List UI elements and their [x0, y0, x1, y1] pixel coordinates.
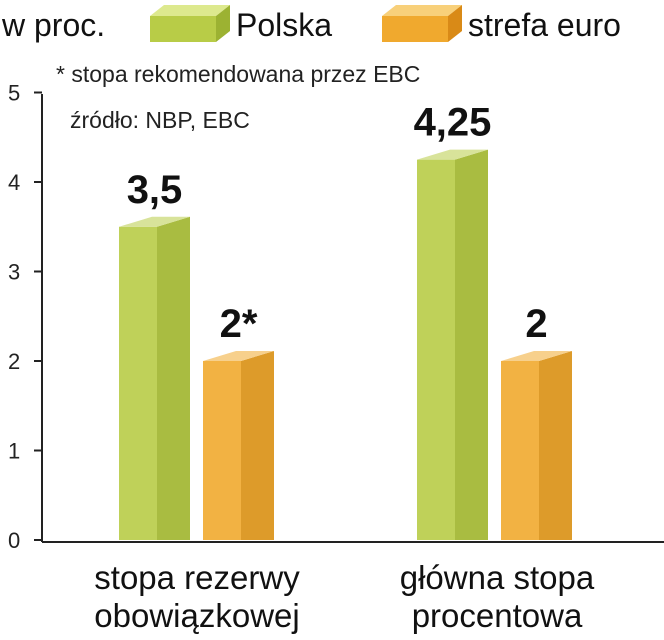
- value-label: 2: [525, 302, 547, 346]
- bar: [501, 351, 572, 540]
- bar-top: [417, 149, 488, 160]
- y-tick-label: 4: [8, 170, 20, 195]
- bar-top: [501, 351, 572, 361]
- y-tick-label: 0: [8, 528, 20, 553]
- category-label: obowiązkowej: [94, 597, 299, 634]
- bar: [119, 216, 190, 540]
- bar-front: [119, 226, 157, 540]
- category-label: stopa rezerwy: [94, 559, 300, 596]
- category-label: procentowa: [412, 597, 583, 634]
- legend-swatch-polska: [150, 5, 230, 42]
- bar: [203, 351, 274, 540]
- bar-side: [241, 351, 274, 540]
- y-tick-label: 1: [8, 439, 20, 464]
- source-note: źródło: NBP, EBC: [70, 107, 250, 133]
- value-label: 3,5: [127, 168, 183, 212]
- y-tick-label: 2: [8, 349, 20, 374]
- y-tick-label: 3: [8, 260, 20, 285]
- value-label: 4,25: [414, 101, 492, 145]
- bar-side: [539, 351, 572, 540]
- footnote: * stopa rekomendowana przez EBC: [56, 61, 420, 87]
- bar-front: [203, 361, 241, 540]
- unit-label: w proc.: [1, 7, 105, 43]
- legend-swatch-strefa-euro: [382, 5, 462, 42]
- bars: [119, 149, 572, 540]
- bar-top: [119, 216, 190, 227]
- category-label: główna stopa: [400, 559, 595, 596]
- value-label: 2*: [220, 302, 258, 346]
- bar-front: [417, 159, 455, 540]
- y-ticks: 0 1 2 3 4 5: [8, 81, 42, 553]
- bar: [417, 149, 488, 540]
- legend-label-polska: Polska: [236, 7, 332, 43]
- bar-top: [203, 351, 274, 361]
- value-labels: 3,5 2* 4,25 2: [127, 101, 548, 346]
- y-tick-label: 5: [8, 81, 20, 106]
- bar-side: [455, 149, 488, 540]
- bar-front: [501, 361, 539, 540]
- bar-side: [157, 216, 190, 540]
- legend-label-strefa-euro: strefa euro: [468, 7, 621, 43]
